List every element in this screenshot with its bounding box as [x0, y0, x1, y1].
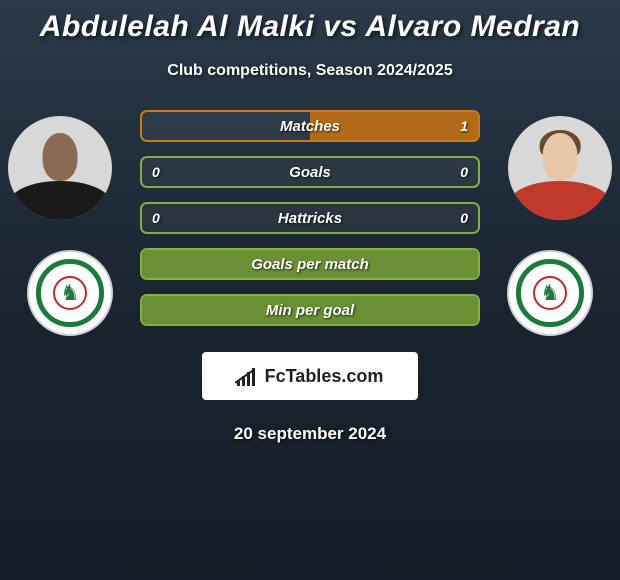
- subtitle: Club competitions, Season 2024/2025: [0, 62, 620, 80]
- stat-label: Goals: [289, 164, 331, 181]
- stat-row: 0 0 Goals: [140, 156, 480, 188]
- stat-row: Min per goal: [140, 294, 480, 326]
- trend-icon: [233, 367, 255, 385]
- logo-text: FcTables.com: [265, 366, 384, 387]
- player-1-club-badge: ♞: [27, 250, 113, 336]
- stat-value-left: 0: [152, 210, 160, 226]
- stat-value-left: 0: [152, 164, 160, 180]
- club-emblem-icon: ♞: [53, 276, 87, 310]
- stat-label: Min per goal: [266, 302, 354, 319]
- stat-row: 0 0 Hattricks: [140, 202, 480, 234]
- player-1-avatar: [8, 116, 112, 220]
- stat-label: Matches: [280, 118, 340, 135]
- stat-row: Goals per match: [140, 248, 480, 280]
- stat-value-right: 0: [460, 210, 468, 226]
- stat-label: Hattricks: [278, 210, 342, 227]
- stat-value-right: 0: [460, 164, 468, 180]
- stat-value-right: 1: [460, 118, 468, 134]
- player-2-avatar: [508, 116, 612, 220]
- club-emblem-icon: ♞: [533, 276, 567, 310]
- player-2-club-badge: ♞: [507, 250, 593, 336]
- stat-rows: 1 Matches 0 0 Goals 0 0 Hattricks Goals per matc…: [140, 110, 480, 326]
- comparison-panel: ♞ ♞ 1 Matches 0 0 Goals 0 0 Hattricks Goals per …: [0, 110, 620, 444]
- page-title: Abdulelah Al Malki vs Alvaro Medran: [0, 0, 620, 44]
- stat-label: Goals per match: [251, 256, 369, 273]
- fctables-logo: FcTables.com: [202, 352, 418, 400]
- date-label: 20 september 2024: [0, 424, 620, 444]
- stat-row: 1 Matches: [140, 110, 480, 142]
